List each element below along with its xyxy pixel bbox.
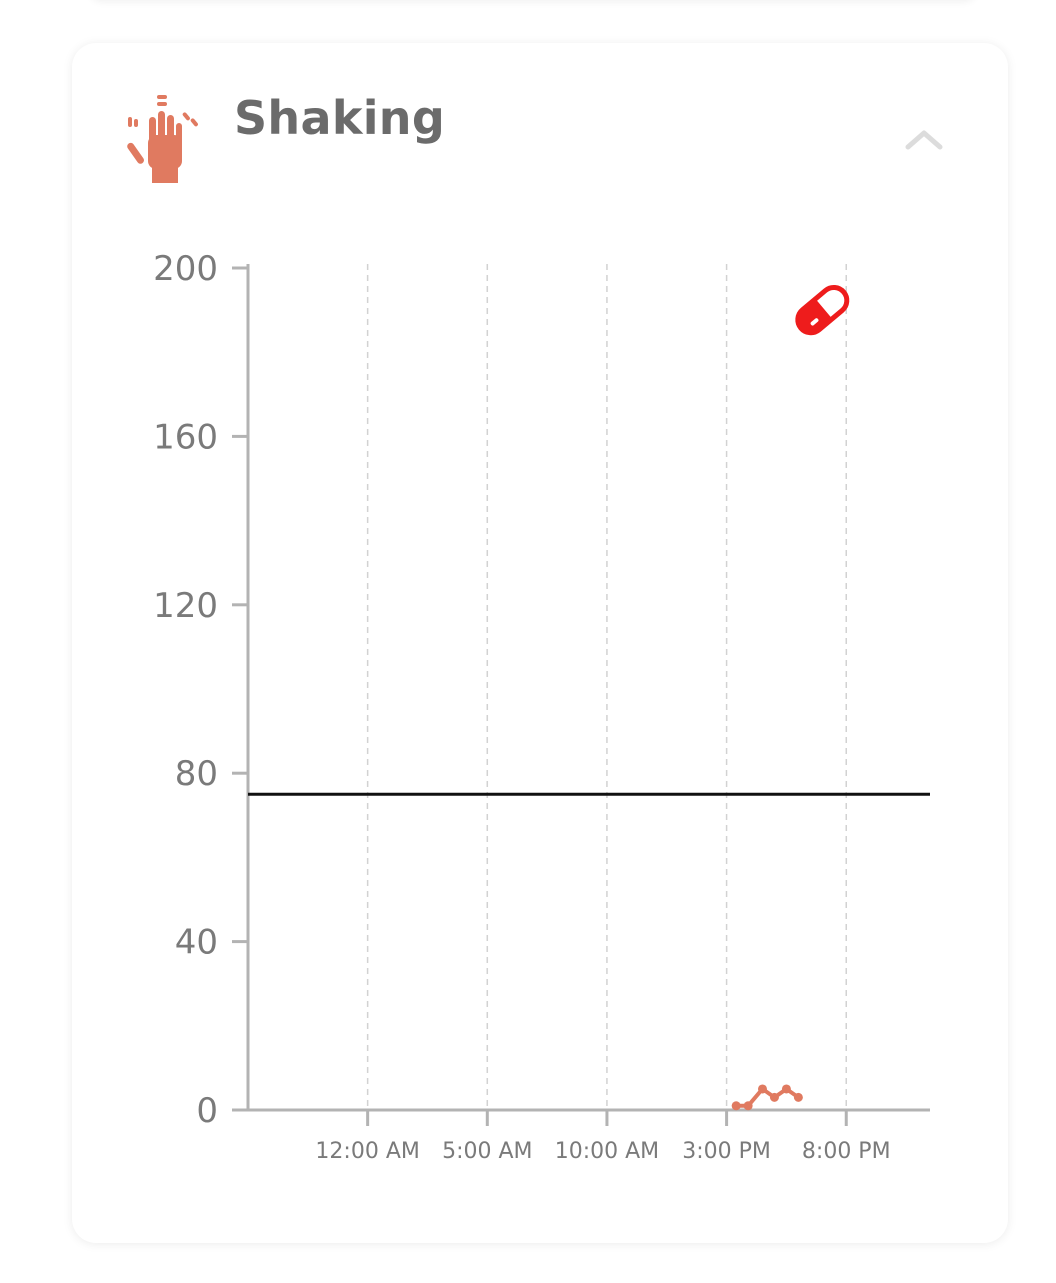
y-tick-label: 200 [153, 249, 218, 289]
y-tick-label: 80 [175, 754, 218, 794]
shaking-hand-icon [127, 95, 198, 183]
symptom-card: Shaking [72, 43, 1008, 1243]
x-tick-label: 5:00 AM [442, 1139, 532, 1164]
y-tick-label: 120 [153, 586, 218, 626]
y-tick-label: 160 [153, 417, 218, 457]
x-tick-label: 3:00 PM [682, 1139, 771, 1164]
x-tick-label: 10:00 AM [555, 1139, 659, 1164]
x-tick-label: 12:00 AM [315, 1139, 419, 1164]
x-tick-label: 8:00 PM [802, 1139, 891, 1164]
data-point [781, 1084, 791, 1094]
y-tick-label: 40 [175, 923, 218, 963]
y-tick-label: 0 [196, 1091, 218, 1131]
pill-icon[interactable] [793, 282, 853, 338]
chevron-up-icon[interactable] [898, 119, 950, 159]
data-point [769, 1092, 779, 1102]
data-point [757, 1084, 767, 1094]
data-point [731, 1101, 741, 1111]
card-title: Shaking [234, 91, 446, 145]
card-header: Shaking [72, 43, 1008, 233]
data-point [793, 1092, 803, 1102]
data-point [743, 1101, 753, 1111]
